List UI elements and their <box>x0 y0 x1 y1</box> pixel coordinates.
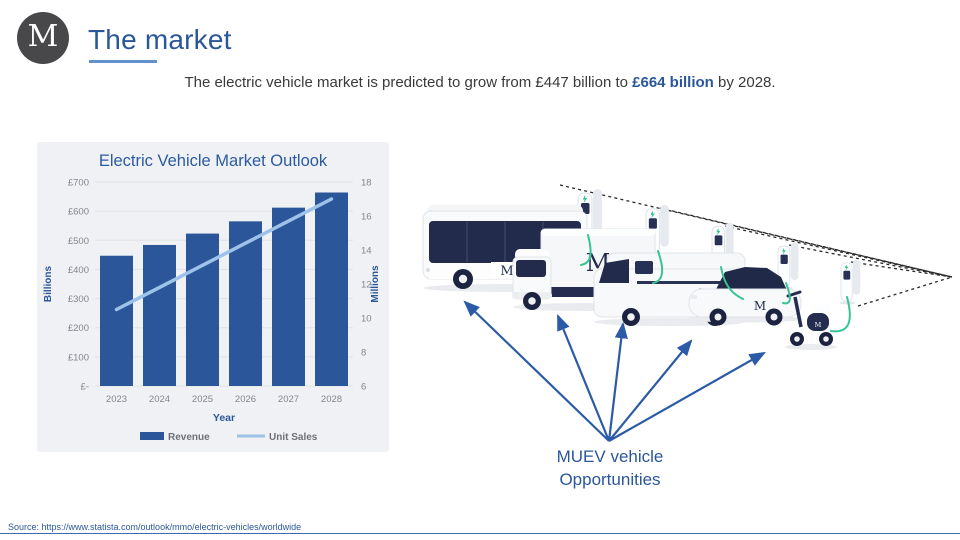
revenue-bar <box>272 207 305 386</box>
revenue-bar <box>186 233 219 386</box>
x-axis-tick: 2028 <box>321 394 342 405</box>
right-axis-tick: 8 <box>361 348 366 359</box>
muev-annotation-line1: MUEV vehicle <box>556 447 664 466</box>
subtitle: The electric vehicle market is predicted… <box>0 74 960 91</box>
left-axis-tick: £600 <box>68 207 89 218</box>
parking-grid-lines <box>559 184 953 307</box>
x-axis-tick: 2027 <box>278 394 299 405</box>
left-axis-tick: £700 <box>68 178 89 189</box>
car-badge: M <box>754 299 766 313</box>
left-axis-tick: £200 <box>68 323 89 334</box>
left-axis-title: Billions <box>43 266 54 303</box>
company-logo: M <box>17 12 69 64</box>
ev-market-chart: £700 £600 £500 £400 £300 £200 £100 £- 18 16 14 12 10… <box>43 178 381 444</box>
ev-market-chart-card: Electric Vehicle Market Outlook £700 £600… <box>37 142 389 452</box>
legend-revenue-label: Revenue <box>168 432 210 443</box>
scooter-badge: M <box>815 321 822 329</box>
bus-badge: M <box>500 264 513 279</box>
title-underline <box>89 60 157 63</box>
subtitle-highlight: £664 billion <box>632 74 714 91</box>
subtitle-text: The electric vehicle market is predicted… <box>184 74 633 91</box>
charging-cables <box>580 234 851 333</box>
revenue-bar <box>143 244 176 386</box>
revenue-bar <box>229 221 262 386</box>
muev-annotation-line2: Opportunities <box>559 469 661 489</box>
ev-fleet-illustration: M M M <box>422 184 953 442</box>
legend-unit-sales-label: Unit Sales <box>269 432 318 443</box>
right-axis-tick: 14 <box>361 246 372 257</box>
x-axis-tick: 2024 <box>149 394 170 405</box>
right-axis-tick: 12 <box>361 280 372 291</box>
bottom-rule <box>0 533 960 534</box>
charging-station-icon <box>776 242 799 291</box>
subtitle-suffix: by 2028. <box>713 74 776 91</box>
opportunity-arrows <box>463 300 766 442</box>
x-axis-tick: 2023 <box>106 394 127 405</box>
chart-title: Electric Vehicle Market Outlook <box>98 152 328 170</box>
revenue-bar <box>100 255 133 386</box>
page-title: The market <box>88 24 232 55</box>
muev-annotation: MUEV vehicle Opportunities <box>525 446 695 492</box>
charging-station-icon <box>839 259 861 305</box>
right-axis-title: Millions <box>370 265 381 303</box>
left-axis-tick: £300 <box>68 294 89 305</box>
x-axis-title: Year <box>213 412 235 424</box>
left-axis-tick: £500 <box>68 236 89 247</box>
revenue-bar <box>315 192 348 386</box>
left-axis-tick: £100 <box>68 352 89 363</box>
right-axis-tick: 10 <box>361 314 372 325</box>
x-axis-tick: 2025 <box>192 394 213 405</box>
left-axis-tick: £- <box>81 382 89 393</box>
legend-revenue-swatch <box>140 432 164 440</box>
x-axis-tick: 2026 <box>235 394 256 405</box>
right-axis-tick: 16 <box>361 212 372 223</box>
unit-sales-line <box>114 197 334 312</box>
left-axis-tick: £400 <box>68 265 89 276</box>
vehicle-car: M <box>687 267 803 326</box>
source-citation: Source: https://www.statista.com/outlook… <box>8 522 302 532</box>
right-axis-tick: 18 <box>361 178 372 189</box>
vehicle-scooter: M <box>785 290 837 350</box>
right-axis-tick: 6 <box>361 382 366 393</box>
logo-letter: M <box>27 19 59 54</box>
